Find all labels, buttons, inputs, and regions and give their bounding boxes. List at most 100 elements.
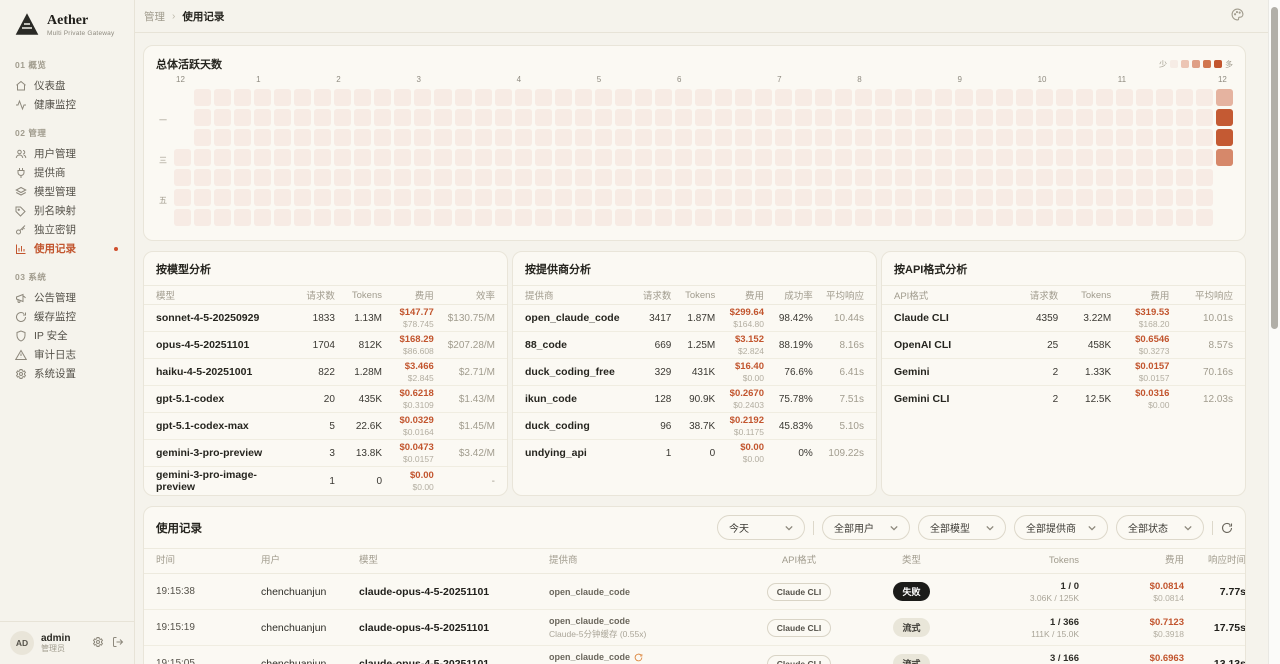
heatmap-cell[interactable] bbox=[314, 129, 332, 146]
heatmap-cell[interactable] bbox=[1055, 209, 1073, 226]
heatmap-cell[interactable] bbox=[1035, 189, 1053, 206]
heatmap-cell[interactable] bbox=[1015, 149, 1033, 166]
heatmap-cell[interactable] bbox=[1095, 189, 1113, 206]
heatmap-cell[interactable] bbox=[694, 89, 713, 106]
heatmap-cell[interactable] bbox=[194, 89, 212, 106]
heatmap-cell[interactable] bbox=[274, 209, 292, 226]
usage-table-row[interactable]: 19:15:38 chenchuanjun claude-opus-4-5-2025… bbox=[144, 574, 1245, 611]
heatmap-cell[interactable] bbox=[1015, 129, 1033, 146]
heatmap-cell[interactable] bbox=[254, 209, 272, 226]
heatmap-cell[interactable] bbox=[574, 129, 592, 146]
heatmap-cell[interactable] bbox=[715, 109, 733, 126]
heatmap-cell[interactable] bbox=[1095, 109, 1113, 126]
heatmap-cell[interactable] bbox=[474, 89, 492, 106]
heatmap-cell[interactable] bbox=[694, 169, 713, 186]
heatmap-cell[interactable] bbox=[795, 169, 813, 186]
heatmap-cell[interactable] bbox=[1055, 149, 1073, 166]
heatmap-cell[interactable] bbox=[654, 209, 672, 226]
heatmap-cell[interactable] bbox=[1175, 109, 1193, 126]
heatmap-cell[interactable] bbox=[715, 129, 733, 146]
heatmap-cell[interactable] bbox=[434, 189, 452, 206]
heatmap-cell[interactable] bbox=[1075, 169, 1093, 186]
heatmap-cell[interactable] bbox=[1175, 209, 1193, 226]
heatmap-cell[interactable] bbox=[1015, 169, 1033, 186]
heatmap-cell[interactable] bbox=[594, 89, 612, 106]
heatmap-cell[interactable] bbox=[795, 149, 813, 166]
heatmap-cell[interactable] bbox=[715, 189, 733, 206]
heatmap-cell[interactable] bbox=[654, 129, 672, 146]
heatmap-cell[interactable] bbox=[795, 89, 813, 106]
heatmap-cell[interactable] bbox=[775, 149, 793, 166]
heatmap-cell[interactable] bbox=[434, 169, 452, 186]
heatmap-cell[interactable] bbox=[414, 149, 432, 166]
heatmap-cell[interactable] bbox=[1075, 209, 1093, 226]
heatmap-cell[interactable] bbox=[354, 109, 372, 126]
scrollbar-thumb[interactable] bbox=[1271, 7, 1278, 329]
sidebar-item-announcements[interactable]: 公告管理 bbox=[8, 288, 126, 307]
heatmap-cell[interactable] bbox=[234, 109, 252, 126]
heatmap-cell[interactable] bbox=[654, 89, 672, 106]
heatmap-cell[interactable] bbox=[835, 189, 853, 206]
heatmap-cell[interactable] bbox=[194, 169, 212, 186]
heatmap-cell[interactable] bbox=[1155, 89, 1173, 106]
heatmap-cell[interactable] bbox=[434, 209, 452, 226]
heatmap-cell[interactable] bbox=[1135, 169, 1153, 186]
heatmap-cell[interactable] bbox=[374, 129, 392, 146]
heatmap-cell[interactable] bbox=[1135, 149, 1153, 166]
heatmap-cell[interactable] bbox=[775, 109, 793, 126]
sidebar-item-usage[interactable]: 使用记录 bbox=[8, 239, 126, 258]
heatmap-cell[interactable] bbox=[1135, 189, 1153, 206]
heatmap-cell[interactable] bbox=[1215, 149, 1233, 166]
heatmap-cell[interactable] bbox=[514, 189, 532, 206]
heatmap-cell[interactable] bbox=[654, 169, 672, 186]
heatmap-cell[interactable] bbox=[815, 209, 833, 226]
heatmap-cell[interactable] bbox=[935, 209, 953, 226]
heatmap-cell[interactable] bbox=[674, 89, 692, 106]
heatmap-cell[interactable] bbox=[294, 209, 312, 226]
heatmap-cell[interactable] bbox=[414, 89, 432, 106]
heatmap-cell[interactable] bbox=[995, 209, 1013, 226]
heatmap-cell[interactable] bbox=[554, 109, 572, 126]
heatmap-cell[interactable] bbox=[735, 109, 753, 126]
heatmap-cell[interactable] bbox=[1075, 149, 1093, 166]
sidebar-item-alias[interactable]: 别名映射 bbox=[8, 201, 126, 220]
heatmap-cell[interactable] bbox=[574, 149, 592, 166]
heatmap-cell[interactable] bbox=[915, 189, 933, 206]
heatmap-cell[interactable] bbox=[835, 89, 853, 106]
heatmap-cell[interactable] bbox=[835, 169, 853, 186]
heatmap-cell[interactable] bbox=[735, 129, 753, 146]
heatmap-cell[interactable] bbox=[1175, 189, 1193, 206]
heatmap-cell[interactable] bbox=[875, 189, 893, 206]
heatmap-cell[interactable] bbox=[554, 89, 572, 106]
heatmap-cell[interactable] bbox=[294, 109, 312, 126]
heatmap-cell[interactable] bbox=[674, 129, 692, 146]
heatmap-cell[interactable] bbox=[1035, 209, 1053, 226]
sidebar-item-ip-security[interactable]: IP 安全 bbox=[8, 326, 126, 345]
heatmap-cell[interactable] bbox=[574, 109, 592, 126]
heatmap-cell[interactable] bbox=[654, 149, 672, 166]
table-row[interactable]: opus-4-5-20251101 1704 812K $168.29 $86.608 $… bbox=[144, 332, 507, 360]
sidebar-item-dashboard[interactable]: 仪表盘 bbox=[8, 76, 126, 95]
heatmap-cell[interactable] bbox=[735, 189, 753, 206]
heatmap-cell[interactable] bbox=[855, 169, 873, 186]
heatmap-cell[interactable] bbox=[935, 89, 953, 106]
heatmap-cell[interactable] bbox=[334, 209, 352, 226]
refresh-button[interactable] bbox=[1221, 522, 1233, 534]
table-row[interactable]: duck_coding_free 329 431K $16.40 $0.00 76.6% 6… bbox=[513, 359, 876, 387]
heatmap-cell[interactable] bbox=[855, 89, 873, 106]
heatmap-cell[interactable] bbox=[875, 109, 893, 126]
heatmap-cell[interactable] bbox=[614, 189, 632, 206]
heatmap-cell[interactable] bbox=[594, 129, 612, 146]
heatmap-cell[interactable] bbox=[614, 109, 632, 126]
heatmap-cell[interactable] bbox=[374, 209, 392, 226]
heatmap-cell[interactable] bbox=[1035, 129, 1053, 146]
heatmap-cell[interactable] bbox=[294, 189, 312, 206]
heatmap-cell[interactable] bbox=[594, 149, 612, 166]
heatmap-cell[interactable] bbox=[554, 149, 572, 166]
heatmap-cell[interactable] bbox=[234, 169, 252, 186]
heatmap-cell[interactable] bbox=[394, 109, 412, 126]
heatmap-cell[interactable] bbox=[174, 149, 192, 166]
heatmap-cell[interactable] bbox=[935, 189, 953, 206]
heatmap-cell[interactable] bbox=[755, 109, 773, 126]
heatmap-cell[interactable] bbox=[574, 189, 592, 206]
